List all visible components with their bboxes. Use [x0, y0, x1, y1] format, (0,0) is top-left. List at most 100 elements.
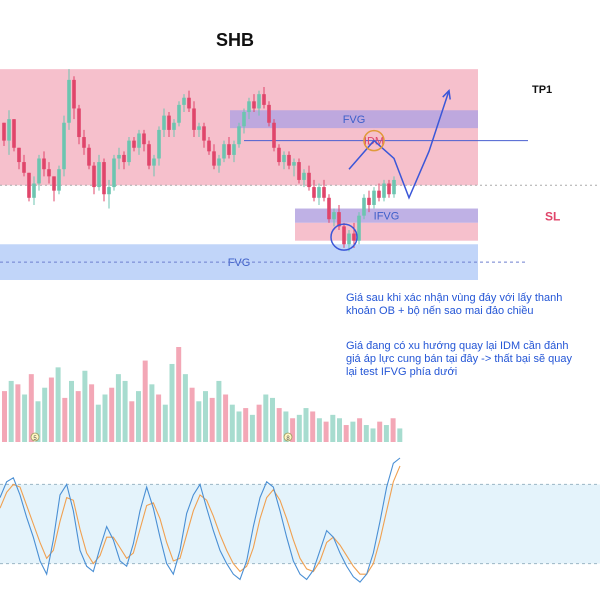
candle-body	[17, 147, 21, 163]
candle-body	[117, 154, 121, 159]
candle-body	[342, 226, 346, 245]
candle-body	[102, 162, 106, 195]
candle-body	[252, 101, 256, 109]
candle-body	[27, 172, 31, 198]
candle-body	[7, 119, 11, 141]
volume-bar	[370, 428, 376, 442]
candle-body	[297, 162, 301, 180]
candle-body	[292, 162, 296, 166]
candle-body	[2, 122, 6, 141]
candle-body	[32, 183, 36, 198]
candle-body	[137, 133, 141, 148]
candle-body	[262, 94, 266, 105]
candle-body	[302, 172, 306, 180]
candle-body	[172, 122, 176, 130]
candle-body	[227, 144, 231, 155]
candle-body	[152, 158, 156, 166]
volume-bar	[296, 414, 302, 442]
candle-body	[232, 144, 236, 155]
candle-body	[122, 154, 126, 163]
zone-label-4: FVG	[228, 257, 251, 269]
volume-bar	[82, 370, 88, 442]
volume-bar	[236, 411, 242, 442]
candle-body	[167, 115, 171, 130]
candle-body	[187, 97, 191, 109]
candle-body	[67, 79, 71, 123]
candle-body	[377, 190, 381, 198]
candle-body	[277, 147, 281, 163]
candle-body	[282, 154, 286, 163]
candle-body	[272, 122, 276, 148]
candle-body	[77, 108, 81, 138]
badge_a-circle	[30, 432, 40, 442]
candle-body	[392, 179, 396, 195]
volume-bar	[69, 380, 74, 442]
candle-body	[132, 140, 136, 148]
oscillator-k-line	[0, 457, 401, 583]
candle-body	[202, 126, 206, 141]
candle-body	[327, 197, 331, 220]
candle-body	[212, 151, 216, 166]
volume-bar	[276, 408, 282, 442]
candle-body	[22, 162, 26, 173]
volume-bar	[263, 394, 269, 442]
candle-body	[87, 147, 91, 166]
candle-body	[142, 133, 146, 145]
candle-body	[257, 94, 261, 109]
annotation-note-2: Giá đang có xu hướng quay lại IDM cần đá…	[346, 340, 572, 378]
candle-body	[207, 140, 211, 152]
candle-body	[347, 233, 351, 245]
tp1-label: TP1	[532, 84, 552, 96]
candle-body	[287, 154, 291, 166]
candle-body	[52, 176, 56, 191]
candle-body	[267, 104, 271, 123]
volume-bar	[22, 394, 28, 442]
volume-bar	[303, 408, 309, 442]
candle-body	[147, 144, 151, 166]
volume-bar	[62, 397, 68, 442]
volume-bar	[109, 387, 115, 442]
bottom-circle	[330, 223, 358, 251]
volume-bar	[149, 384, 155, 442]
zone-1	[230, 110, 478, 129]
candle-body	[72, 79, 76, 109]
volume-bar	[136, 391, 141, 442]
volume-bar	[162, 404, 168, 442]
volume-bar	[256, 404, 262, 442]
volume-bar	[35, 401, 41, 442]
candle-body	[42, 158, 46, 170]
candle-body	[317, 187, 321, 198]
volume-bar	[15, 384, 21, 442]
volume-bar	[310, 411, 316, 442]
candle-body	[182, 97, 186, 105]
volume-bar	[209, 397, 215, 442]
volume-bar	[55, 367, 61, 442]
volume-bar	[28, 374, 34, 442]
volume-bar	[189, 387, 195, 442]
candle-body	[107, 187, 111, 195]
zone-label-2: IFVG	[374, 211, 400, 223]
candle-body	[47, 169, 51, 177]
candle-body	[127, 140, 131, 163]
candle-body	[382, 183, 386, 198]
candle-body	[332, 212, 336, 220]
volume-bar	[229, 404, 235, 442]
candle-body	[312, 187, 316, 198]
volume-bar	[383, 425, 389, 442]
zone-3	[295, 222, 478, 241]
candle-body	[37, 158, 41, 184]
volume-bar	[196, 401, 202, 442]
volume-bar	[176, 347, 182, 442]
volume-bar	[122, 380, 128, 442]
chart-title: SHB	[215, 30, 254, 50]
volume-bar	[243, 408, 249, 442]
candle-body	[372, 190, 376, 205]
volume-bar	[216, 380, 222, 442]
volume-bar	[249, 414, 255, 442]
candle-body	[242, 112, 246, 127]
badge_b-label: 8	[286, 436, 290, 442]
projection-arrowhead	[442, 88, 451, 100]
volume-bar	[377, 421, 383, 442]
